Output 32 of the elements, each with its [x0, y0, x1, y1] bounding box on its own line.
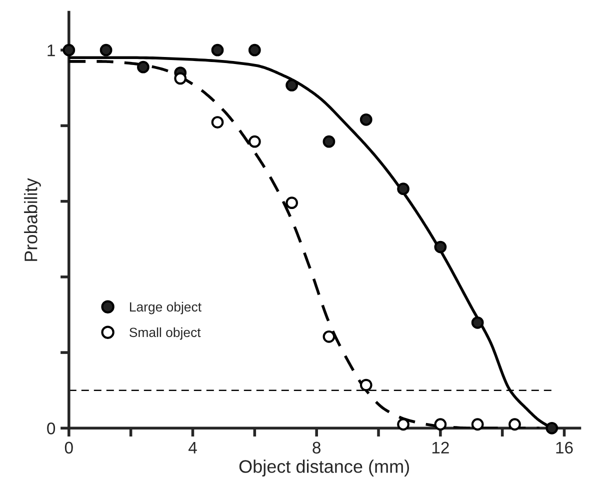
point — [360, 378, 372, 392]
point — [397, 182, 410, 196]
point — [248, 44, 261, 56]
x-axis-title: Object distance (mm) — [239, 460, 409, 476]
point — [360, 113, 372, 126]
point — [434, 418, 447, 431]
point — [397, 418, 410, 431]
x-tick-label: 0 — [64, 442, 73, 454]
point — [471, 418, 484, 431]
point — [286, 79, 298, 92]
y-tick-label: 1 — [48, 44, 55, 56]
point — [62, 44, 76, 56]
point — [211, 116, 224, 128]
point — [248, 135, 261, 148]
point — [471, 316, 484, 329]
legend-label: Large object — [130, 302, 202, 314]
point — [508, 418, 521, 431]
point — [100, 44, 112, 56]
point — [546, 422, 558, 434]
x-tick-label: 12 — [432, 442, 449, 454]
point — [211, 44, 224, 56]
x-tick-label: 16 — [556, 442, 573, 454]
point — [286, 196, 298, 210]
point — [174, 72, 187, 85]
x-tick-label: 8 — [312, 442, 320, 454]
y-axis-title: Probability — [24, 178, 41, 261]
point — [322, 330, 336, 343]
point — [434, 240, 447, 254]
legend-label: Small object — [130, 327, 201, 340]
point — [137, 60, 150, 74]
point — [322, 135, 336, 148]
x-tick-label: 4 — [188, 442, 197, 454]
